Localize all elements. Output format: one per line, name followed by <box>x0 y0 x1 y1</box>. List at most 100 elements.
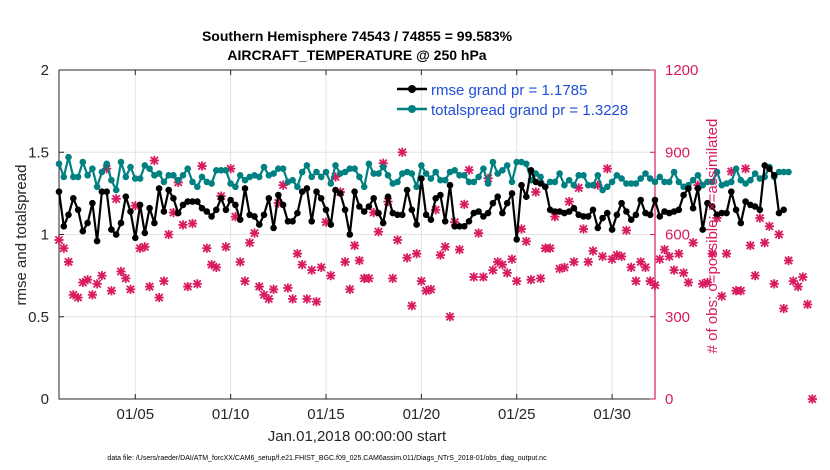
rmse-point <box>79 227 87 235</box>
y-tick-label-left: 1.5 <box>28 144 49 161</box>
y-tick-label-left: 0 <box>41 391 49 408</box>
spread-point <box>260 163 268 171</box>
rmse-point <box>637 196 644 204</box>
spread-point <box>413 183 420 191</box>
obs-marker <box>602 164 612 174</box>
obs-marker <box>507 254 517 264</box>
spread-point <box>103 160 110 168</box>
obs-marker <box>683 277 693 288</box>
rmse-point <box>499 209 506 217</box>
rmse-point <box>93 237 101 245</box>
obs-marker <box>454 244 465 255</box>
rmse-point <box>618 199 625 207</box>
spread-point <box>418 162 425 169</box>
spread-point <box>379 163 387 171</box>
obs-marker <box>92 279 102 289</box>
rmse-point <box>494 193 502 200</box>
rmse-point <box>74 206 82 214</box>
rmse-point <box>694 185 702 192</box>
obs-marker <box>87 290 97 300</box>
spread-point <box>236 172 244 179</box>
rmse-point <box>723 209 730 217</box>
obs-marker <box>326 271 336 281</box>
rmse-point <box>275 191 282 199</box>
rmse-point <box>427 216 435 223</box>
obs-marker <box>149 155 159 166</box>
rmse-point <box>155 185 163 192</box>
rmse-point <box>484 209 492 217</box>
rmse-point <box>308 218 316 225</box>
obs-marker <box>187 218 198 229</box>
spread-point <box>661 178 668 186</box>
spread-point <box>494 170 502 177</box>
spread-point <box>594 172 602 179</box>
spread-point <box>275 165 282 172</box>
rmse-point <box>418 175 425 182</box>
obs-marker <box>655 254 665 264</box>
spread-point <box>213 167 220 174</box>
spread-point <box>556 170 563 177</box>
x-axis-label: Jan.01,2018 00:00:00 start <box>268 428 447 445</box>
x-tick-label: 01/10 <box>212 406 250 423</box>
rmse-point <box>251 213 258 220</box>
spread-point <box>351 165 358 172</box>
rmse-point <box>141 229 149 237</box>
spread-point <box>570 181 578 189</box>
spread-point <box>60 173 68 181</box>
legend: rmse grand pr = 1.1785 totalspread grand… <box>397 82 628 119</box>
spread-point <box>408 170 416 177</box>
y-tick-label-right: 300 <box>665 309 690 326</box>
rmse-point <box>70 195 77 202</box>
obs-marker <box>464 165 474 175</box>
rmse-point <box>599 214 606 222</box>
obs-marker <box>354 255 364 266</box>
obs-marker <box>478 272 488 282</box>
spread-point <box>346 165 354 172</box>
spread-point <box>580 172 587 179</box>
rmse-point <box>685 185 692 192</box>
spread-point <box>508 178 516 186</box>
rmse-point <box>646 211 654 219</box>
obs-marker <box>783 255 794 266</box>
obs-marker <box>311 297 322 307</box>
rmse-point <box>117 219 125 227</box>
rmse-point <box>365 203 373 210</box>
spread-point <box>279 165 287 172</box>
spread-point <box>437 176 444 184</box>
legend-spread-label: totalspread grand pr = 1.3228 <box>431 102 628 119</box>
y-axis-right: 0 300 600 900 1200 <box>650 62 698 408</box>
rmse-point <box>279 201 287 209</box>
obs-marker <box>159 276 169 286</box>
obs-marker <box>54 235 64 245</box>
spread-point <box>384 172 392 179</box>
obs-marker <box>240 276 250 286</box>
spread-point <box>198 173 206 181</box>
obs-marker <box>745 240 755 251</box>
spread-point <box>208 180 215 187</box>
spread-point <box>356 173 363 181</box>
obs-marker <box>292 249 302 259</box>
obs-marker <box>264 294 274 304</box>
rmse-point <box>704 199 711 207</box>
obs-marker <box>97 271 107 281</box>
spread-point <box>427 175 435 182</box>
rmse-point <box>227 196 234 204</box>
obs-marker <box>192 279 202 289</box>
spread-point <box>537 173 544 181</box>
obs-marker <box>621 225 631 235</box>
y-axis-right-label: # of obs: o=possible; ×=assimilated <box>704 119 721 354</box>
rmse-point <box>208 213 215 220</box>
rmse-point <box>98 188 106 195</box>
rmse-point <box>232 201 239 209</box>
rmse-point <box>136 201 144 209</box>
chart-title-line2: AIRCRAFT_TEMPERATURE @ 250 hPa <box>227 47 486 63</box>
spread-point <box>127 163 134 171</box>
spread-point <box>637 175 644 182</box>
x-tick-label: 01/05 <box>117 406 155 423</box>
obs-marker <box>779 303 789 314</box>
rmse-point <box>422 211 430 219</box>
rmse-point <box>351 188 358 195</box>
x-tick-label: 01/20 <box>403 406 441 423</box>
rmse-point <box>551 208 559 215</box>
rmse-point <box>360 208 368 215</box>
